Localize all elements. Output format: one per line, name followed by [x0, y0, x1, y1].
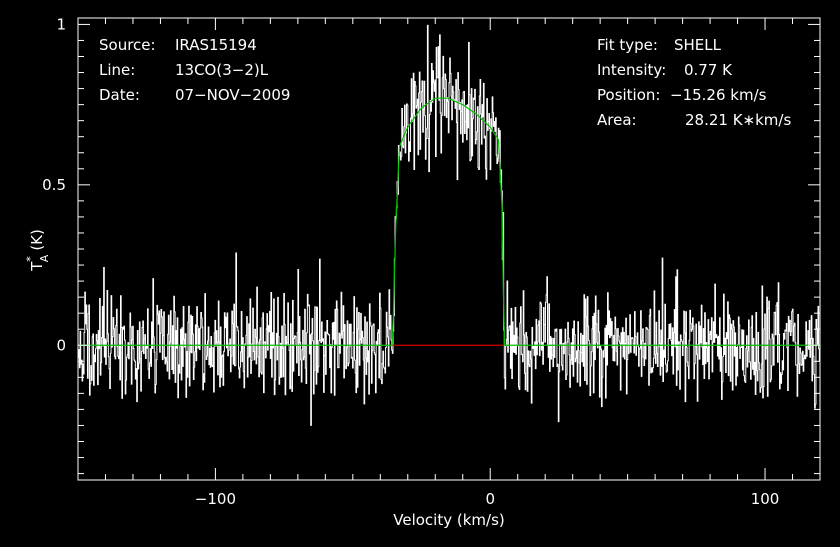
- info-source-value: IRAS15194: [175, 36, 257, 54]
- info-intensity-label: Intensity:: [597, 61, 666, 79]
- info-line-value: 13CO(3−2)L: [175, 61, 269, 79]
- info-date-label: Date:: [99, 86, 140, 104]
- y-axis-label-sup: *: [24, 256, 37, 262]
- info-intensity-value: 0.77 K: [684, 61, 733, 79]
- spectrum-data-layer: [78, 24, 821, 426]
- fit-layer: [78, 97, 820, 346]
- y-axis-label-main: T: [28, 261, 46, 272]
- x-tick-label: −100: [195, 490, 236, 508]
- fit-curve: [78, 97, 820, 346]
- y-tick-label: 0: [56, 336, 66, 354]
- y-tick-label: 0.5: [42, 176, 66, 194]
- info-date-value: 07−NOV−2009: [175, 86, 290, 104]
- info-line-label: Line:: [99, 61, 135, 79]
- info-left: Source: IRAS15194 Line: 13CO(3−2)L Date:…: [99, 36, 290, 104]
- info-fit-type-label: Fit type:: [597, 36, 658, 54]
- y-axis-label-sub: A: [38, 254, 51, 262]
- info-area-value: 28.21 K∗km/s: [685, 111, 791, 129]
- info-position-label: Position:: [597, 86, 660, 104]
- info-source-label: Source:: [99, 36, 156, 54]
- y-axis-label: T*A (K): [24, 229, 51, 272]
- info-fit-type-value: SHELL: [674, 36, 722, 54]
- x-tick-label: 0: [485, 490, 495, 508]
- spectrum-data-line: [78, 24, 821, 426]
- info-position-value: −15.26 km/s: [670, 86, 767, 104]
- x-tick-label: 100: [751, 490, 780, 508]
- y-tick-label: 1: [56, 15, 66, 33]
- tick-layer: −100 0 100 0 0.5 1: [42, 15, 821, 508]
- y-axis-label-unit: (K): [28, 229, 46, 251]
- y-axis-label-text: T*A (K): [24, 229, 51, 272]
- info-area-label: Area:: [597, 111, 637, 129]
- info-right: Fit type: SHELL Intensity: 0.77 K Positi…: [597, 36, 791, 129]
- x-axis-label: Velocity (km/s): [393, 511, 504, 529]
